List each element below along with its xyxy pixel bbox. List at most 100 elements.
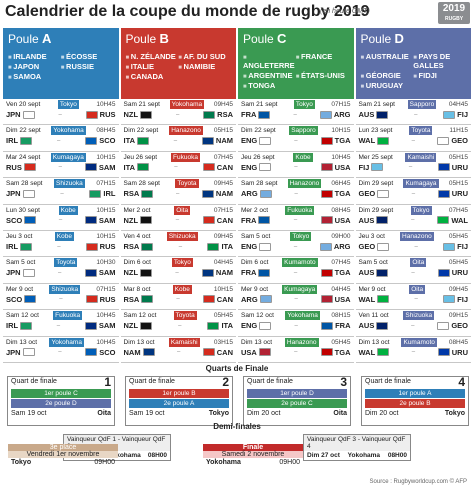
match-row: Mer 25 sept Kamaishi 05H15 FIJ – URU — [355, 151, 471, 179]
team-b: SAM — [98, 268, 116, 278]
flag-icon — [20, 321, 33, 330]
final-box: Finale Samedi 2 novembre Yokohama 09H00 — [203, 444, 303, 467]
match-time: 05H45 — [448, 259, 468, 267]
team-name: PAYS DE GALLES — [413, 52, 466, 70]
match-row: Sam 5 oct Tokyo 09H00 ENG – ARG — [238, 231, 354, 258]
flag-icon — [89, 189, 102, 198]
pool-name: Poule — [125, 32, 157, 46]
match-date: Lun 30 sept — [6, 206, 40, 214]
flag-icon — [259, 189, 272, 198]
versus-separator: – — [294, 190, 298, 197]
match-date: Dim 13 oct — [241, 338, 273, 346]
match-list: Sam 21 sept Tokyo 07H15 FRA – ARG Dim 22 sept S… — [238, 99, 354, 364]
match-info: Ven 11 oct Shizuoka 09H15 — [359, 311, 468, 321]
match-time: 10H15 — [96, 233, 116, 241]
match-row: Sam 21 sept Tokyo 07H15 FRA – ARG — [238, 99, 354, 126]
flag-icon — [259, 136, 272, 145]
match-city: Hanazono — [287, 179, 322, 189]
match-time: 09H45 — [213, 233, 233, 241]
flag-icon — [437, 216, 450, 225]
team-b: SAM — [98, 215, 116, 225]
sf-label: Vainqueur QdF 3 - Vainqueur QdF 4 — [307, 436, 406, 450]
match-info: Sam 28 sept Shizuoka 07H15 — [6, 179, 116, 189]
sf-time: 08H00 — [387, 452, 407, 459]
match-info: Jeu 26 sept Fukuoka 07H45 — [124, 152, 234, 162]
sf-time: 08H00 — [147, 452, 167, 459]
team-a: IRL — [6, 136, 19, 146]
match-teams: FRA – TGA — [241, 267, 351, 278]
versus-separator: – — [175, 190, 180, 197]
match-info: Lun 30 sept Kobe 10H15 — [6, 205, 116, 215]
final-title: Finale — [203, 444, 303, 451]
qf-header: Quart de finale 3 — [244, 376, 350, 388]
team-a: ENG — [241, 242, 258, 252]
flag-icon — [85, 295, 98, 304]
match-row: Mer 2 oct Fukuoka 08H45 FRA – USA — [238, 204, 354, 232]
match-date: Sam 5 oct — [241, 233, 271, 241]
final-city: Yokohama — [206, 459, 241, 466]
team-b: TGA — [334, 189, 351, 199]
qf-header: Quart de finale 4 — [362, 376, 468, 388]
match-date: Mer 9 oct — [241, 285, 269, 293]
flag-icon — [377, 189, 390, 198]
flag-icon — [24, 216, 37, 225]
flag-icon — [24, 295, 37, 304]
match-date: Dim 22 sept — [6, 127, 41, 135]
match-time: 10H15 — [331, 127, 351, 135]
flag-icon — [207, 321, 220, 330]
team-a: ARG — [241, 294, 258, 304]
flag-icon — [141, 295, 154, 304]
team-b: NAM — [215, 268, 233, 278]
match-info: Dim 29 sept Kumagaya 05H15 — [359, 179, 469, 189]
match-teams: ARG – TGA — [241, 188, 351, 199]
flag-icon — [320, 163, 333, 172]
team-a: JPN — [6, 189, 21, 199]
match-city: Yokohama — [51, 126, 86, 136]
team-b: TGA — [334, 347, 351, 357]
match-city: Oita — [174, 205, 191, 215]
flag-icon — [140, 268, 153, 277]
match-time: 10H45 — [96, 338, 116, 346]
match-row: Sam 28 sept Hanazono 06H45 ARG – TGA — [238, 178, 354, 205]
qf-team-1: 1er poule A — [365, 389, 465, 398]
team-a: JPN — [6, 347, 21, 357]
team-a: JPN — [6, 110, 21, 119]
match-date: Sam 21 sept — [241, 101, 278, 108]
match-teams: SCO – SAM — [6, 215, 116, 226]
sf-footer: Dim 27 oct Yokohama 08H00 — [304, 451, 410, 460]
match-time: 07H45 — [213, 153, 233, 161]
match-teams: IRL – SAM — [6, 320, 116, 331]
flag-icon — [443, 242, 456, 251]
match-row: Ven 4 oct Shizuoka 09H45 RSA – ITA — [120, 231, 236, 258]
match-teams: RUS – SAM — [6, 162, 116, 173]
team-b: TGA — [334, 136, 351, 146]
flag-icon — [137, 136, 150, 145]
flag-icon — [85, 136, 98, 145]
versus-separator: – — [411, 137, 415, 144]
match-time: 03H15 — [213, 338, 233, 346]
versus-separator: – — [294, 137, 298, 144]
team-a: GEO — [358, 242, 376, 252]
team-b: USA — [334, 162, 351, 172]
match-city: Kumamoto — [282, 258, 318, 268]
match-row: Mer 9 oct Oita 09H45 WAL – FIJ — [355, 284, 471, 311]
match-time: 04H45 — [448, 101, 468, 108]
match-row: Lun 30 sept Kobe 10H15 SCO – SAM — [3, 204, 119, 232]
match-row: Dim 6 oct Kumamoto 07H45 FRA – TGA — [238, 257, 354, 284]
match-date: Sam 28 sept — [123, 180, 161, 188]
match-date: Dim 6 oct — [123, 259, 151, 267]
pool-letter: B — [159, 31, 169, 46]
match-date: Dim 13 oct — [123, 338, 155, 346]
team-b: CAN — [216, 347, 233, 357]
match-info: Dim 13 oct Kamaishi 03H15 — [123, 337, 233, 347]
match-date: Mer 25 sept — [358, 153, 393, 161]
match-teams: IRL – SCO — [6, 135, 116, 146]
versus-separator: – — [178, 322, 182, 329]
flag-icon — [141, 189, 154, 198]
versus-separator: – — [293, 111, 297, 118]
match-city: Hanazono — [169, 126, 203, 136]
match-city: Hanazono — [400, 232, 434, 242]
flag-icon — [376, 268, 389, 277]
flag-icon — [377, 348, 390, 357]
match-time: 09H45 — [213, 180, 233, 188]
